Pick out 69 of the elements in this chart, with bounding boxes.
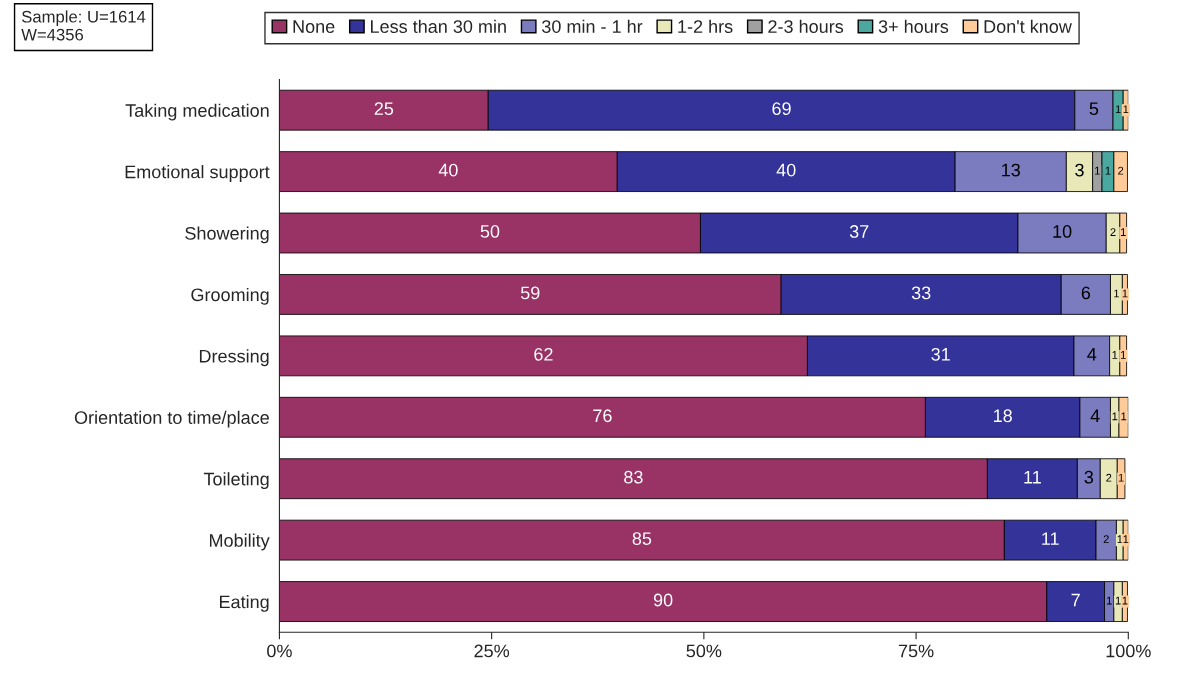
y-tick-label: Taking medication <box>125 103 269 121</box>
y-tick-label: Grooming <box>191 287 269 305</box>
x-tick-label: 100% <box>1106 644 1151 658</box>
y-tick-label: Emotional support <box>125 165 270 182</box>
data-label: 2 <box>1103 535 1109 543</box>
data-label: 83 <box>624 470 643 484</box>
data-label: 1 <box>1114 289 1119 298</box>
data-label: 3 <box>1075 163 1084 177</box>
data-label: 40 <box>776 163 796 177</box>
y-tick-label: Mobility <box>209 533 270 551</box>
legend-label: Less than 30 min <box>371 19 506 33</box>
data-label: 1 <box>1121 412 1127 421</box>
x-tick-label: 50% <box>686 644 722 658</box>
y-tick-label: Orientation to time/place <box>74 410 269 428</box>
legend-label: 3+ hours <box>878 19 949 33</box>
data-label: 1 <box>1120 228 1126 236</box>
data-label: 85 <box>632 532 652 545</box>
data-label: 50 <box>480 225 500 238</box>
data-label: 90 <box>653 593 673 607</box>
data-label: 3 <box>1084 470 1094 484</box>
data-label: 1 <box>1105 166 1111 175</box>
data-label: 2 <box>1106 473 1112 482</box>
data-label: 4 <box>1087 348 1097 361</box>
data-label: 1 <box>1118 473 1124 482</box>
y-tick-label: Showering <box>185 226 269 244</box>
data-label: 31 <box>931 347 950 361</box>
data-label: 1 <box>1115 596 1121 605</box>
y-tick-label: Eating <box>219 595 269 612</box>
data-label: 1 <box>1115 105 1121 114</box>
legend-label: 30 min - 1 hr <box>542 19 643 33</box>
legend-label: None <box>293 20 335 33</box>
legend-label: 1-2 hrs <box>678 19 733 33</box>
data-label: 1 <box>1112 412 1118 421</box>
data-label: 4 <box>1090 409 1100 422</box>
x-tick-label: 25% <box>474 644 510 658</box>
data-label: 1 <box>1120 351 1126 359</box>
data-label: 1 <box>1123 105 1129 114</box>
data-label: 40 <box>438 163 458 177</box>
data-label: 1 <box>1095 166 1100 175</box>
data-label: 1 <box>1123 535 1129 543</box>
x-tick-label: 0% <box>267 644 292 658</box>
data-label: 5 <box>1089 102 1099 116</box>
data-label: 2 <box>1118 166 1124 175</box>
data-label: 10 <box>1053 225 1072 238</box>
data-label: 33 <box>911 286 931 300</box>
data-label: 11 <box>1042 532 1059 545</box>
data-label: 76 <box>593 409 612 423</box>
legend-label: 2-3 hours <box>768 19 844 33</box>
data-label: 11 <box>1024 470 1041 484</box>
data-label: 2 <box>1110 228 1116 236</box>
data-label: 37 <box>849 225 869 238</box>
y-tick-label: Dressing <box>199 349 269 367</box>
data-label: 69 <box>772 102 791 116</box>
data-label: 62 <box>534 347 553 361</box>
data-label: 1 <box>1106 596 1112 605</box>
data-label: 1 <box>1122 596 1128 605</box>
legend-label: Don't know <box>984 19 1072 33</box>
data-label: 1 <box>1122 289 1128 298</box>
data-label: 1 <box>1112 351 1118 359</box>
data-label: 25 <box>374 102 394 116</box>
data-label: 59 <box>520 286 540 300</box>
text: Sample: U=1614 W=4356 <box>21 10 146 41</box>
data-label: 1 <box>1117 535 1123 543</box>
data-label: 18 <box>994 409 1012 423</box>
data-label: 13 <box>1002 163 1020 177</box>
x-tick-label: 75% <box>898 644 934 658</box>
y-tick-label: Toileting <box>203 472 269 489</box>
data-label: 6 <box>1081 286 1091 300</box>
data-label: 7 <box>1071 593 1080 607</box>
